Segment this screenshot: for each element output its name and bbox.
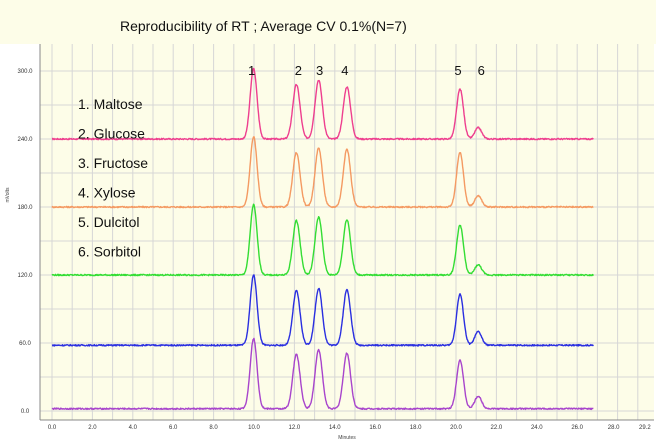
x-tick-label: 22.0 — [491, 425, 503, 431]
x-tick-label: 29.2 — [639, 425, 651, 431]
chromatogram-trace-3 — [51, 203, 594, 277]
x-tick-label: 28.0 — [608, 425, 620, 431]
chromatogram-trace-4 — [51, 274, 594, 347]
x-tick-label: 14.0 — [329, 425, 341, 431]
x-tick-label: 18.0 — [410, 425, 422, 431]
peak-number-label: 4 — [341, 63, 348, 78]
x-tick-label: 26.0 — [571, 425, 583, 431]
peak-number-label: 5 — [454, 63, 461, 78]
x-tick-label: 24.0 — [531, 425, 543, 431]
legend-entry: 3. Fructose — [78, 155, 148, 171]
x-tick-label: 4.0 — [129, 425, 138, 431]
peak-number-label: 2 — [295, 63, 302, 78]
chromatogram-trace-2 — [51, 136, 594, 209]
peak-number-label: 3 — [316, 63, 323, 78]
chromatogram-trace-5 — [51, 337, 594, 411]
y-tick-label: 120.0 — [17, 273, 33, 279]
legend-entry: 2. Glucose — [78, 126, 145, 142]
chromatogram-trace-1 — [51, 67, 594, 141]
x-tick-label: 8.0 — [209, 425, 218, 431]
peak-number-label: 6 — [478, 63, 485, 78]
y-tick-label: 180.0 — [17, 205, 33, 211]
x-tick-label: 20.0 — [450, 425, 462, 431]
peak-number-label: 1 — [248, 63, 255, 78]
plot-background — [40, 0, 654, 420]
legend-entry: 4. Xylose — [78, 185, 136, 201]
chart-title: Reproducibility of RT ; Average CV 0.1%(… — [120, 18, 407, 34]
legend-entry: 6. Sorbitol — [78, 244, 141, 260]
y-axis-title: mVolts — [5, 187, 11, 203]
y-tick-label: 60.0 — [19, 341, 31, 347]
x-tick-label: 12.0 — [289, 425, 301, 431]
legend-entry: 5. Dulcitol — [78, 214, 139, 230]
x-tick-label: 2.0 — [88, 425, 97, 431]
y-tick-label: 240.0 — [17, 137, 33, 143]
x-tick-label: 10.0 — [248, 425, 260, 431]
title-band — [0, 0, 656, 44]
legend-entry: 1. Maltose — [78, 96, 143, 112]
x-axis-title: Minutes — [338, 435, 356, 441]
y-tick-label: 0.0 — [21, 409, 30, 415]
x-tick-label: 6.0 — [169, 425, 178, 431]
y-tick-label: 300.0 — [17, 69, 33, 75]
x-tick-label: 16.0 — [369, 425, 381, 431]
x-tick-label: 0.0 — [48, 425, 57, 431]
